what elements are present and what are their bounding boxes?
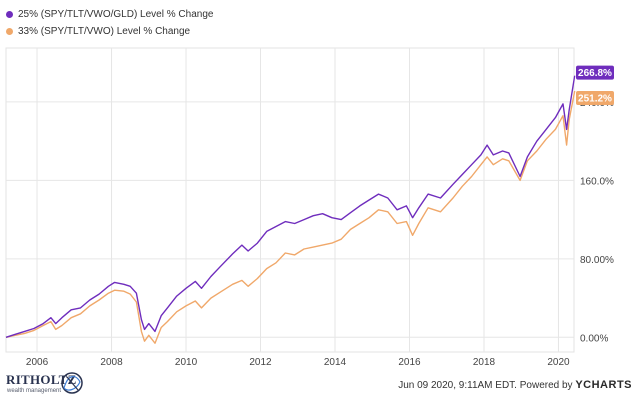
x-tick-label: 2020 <box>547 357 570 368</box>
chart-credit: Jun 09 2020, 9:11AM EDT. Powered by YCHA… <box>398 379 632 391</box>
legend-label-series-2: 33% (SPY/TLT/VWO) Level % Change <box>18 26 191 37</box>
end-value-badge-2 <box>576 90 614 105</box>
credit-text: Jun 09 2020, 9:11AM EDT. Powered by <box>398 380 576 391</box>
x-tick-label: 2006 <box>26 357 49 368</box>
end-value-label-2: 251.2% <box>578 93 612 104</box>
x-tick-label: 2014 <box>324 357 347 368</box>
x-tick-label: 2012 <box>249 357 272 368</box>
legend-label-series-1: 25% (SPY/TLT/VWO/GLD) Level % Change <box>18 9 214 20</box>
series-line-1 <box>5 75 576 338</box>
logo-mark-icon <box>61 372 83 394</box>
ycharts-brand[interactable]: YCHARTS <box>575 379 632 391</box>
logo-subtitle: wealth management <box>7 388 62 394</box>
legend-marker-series-2 <box>6 28 13 35</box>
x-tick-label: 2018 <box>473 357 496 368</box>
ritholtz-logo: RITHOLTZ wealth management <box>6 368 96 402</box>
logo-name: RITHOLTZ <box>6 372 77 387</box>
x-tick-label: 2016 <box>398 357 421 368</box>
legend-marker-series-1 <box>6 11 13 18</box>
chart-footer: RITHOLTZ wealth management Jun 09 2020, … <box>0 365 640 405</box>
y-tick-label: 80.00% <box>580 255 614 266</box>
x-tick-label: 2008 <box>100 357 123 368</box>
plot-area <box>5 47 575 353</box>
chart-legend: 25% (SPY/TLT/VWO/GLD) Level % Change 33%… <box>6 6 213 40</box>
series-line-2 <box>5 90 576 344</box>
y-tick-label: 0.00% <box>580 333 608 344</box>
y-tick-label: 160.0% <box>580 176 614 187</box>
end-value-label-1: 266.8% <box>578 68 612 79</box>
x-tick-label: 2010 <box>175 357 198 368</box>
end-value-badge-1 <box>576 65 614 80</box>
legend-item-series-2[interactable]: 33% (SPY/TLT/VWO) Level % Change <box>6 23 213 40</box>
legend-item-series-1[interactable]: 25% (SPY/TLT/VWO/GLD) Level % Change <box>6 6 213 23</box>
